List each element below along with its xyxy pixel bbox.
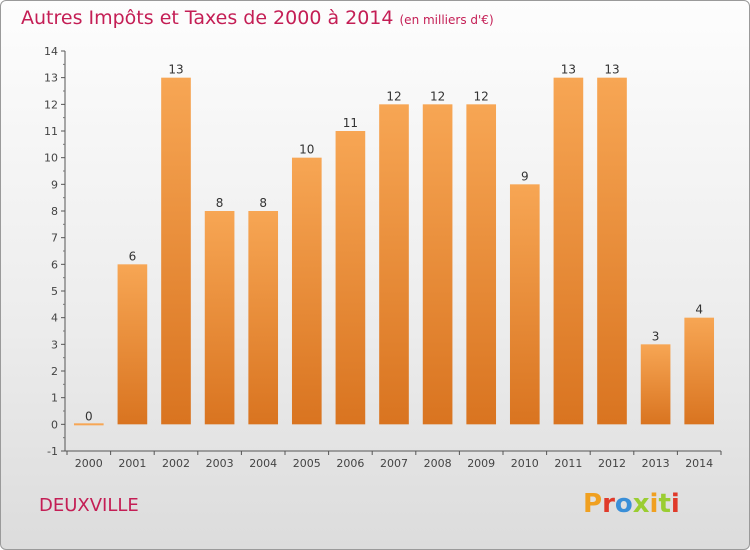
city-name: DEUXVILLE — [39, 495, 139, 516]
logo-letter: o — [614, 489, 633, 519]
logo-letter: t — [658, 489, 671, 519]
y-tick-label: 14 — [44, 45, 58, 58]
x-tick-label: 2001 — [118, 457, 146, 470]
proxiti-logo[interactable]: Proxiti — [583, 489, 680, 519]
x-tick-label: 2003 — [206, 457, 234, 470]
y-tick-label: 9 — [51, 178, 58, 191]
y-tick-label: 4 — [51, 312, 58, 325]
logo-letter: i — [670, 489, 680, 519]
y-tick-label: 1 — [51, 392, 58, 405]
bar — [291, 157, 322, 425]
data-label: 6 — [129, 249, 137, 263]
bar — [553, 77, 584, 425]
y-tick-label: 12 — [44, 98, 58, 111]
x-tick-label: 2008 — [424, 457, 452, 470]
bar — [422, 104, 453, 425]
x-tick-label: 2010 — [511, 457, 539, 470]
logo-letter: i — [649, 489, 659, 519]
chart-title: Autres Impôts et Taxes de 2000 à 2014 (en… — [21, 7, 494, 29]
x-tick-label: 2002 — [162, 457, 190, 470]
y-tick-label: 0 — [51, 418, 58, 431]
chart-subtitle: (en milliers d'€) — [399, 13, 494, 27]
x-tick-label: 2005 — [293, 457, 321, 470]
bar — [684, 317, 715, 425]
data-label: 4 — [695, 303, 703, 317]
data-label: 12 — [386, 89, 401, 103]
x-tick-label: 2012 — [598, 457, 626, 470]
x-tick-label: 2004 — [249, 457, 277, 470]
y-tick-label: 10 — [44, 152, 58, 165]
y-tick-label: 13 — [44, 72, 58, 85]
bar — [161, 77, 191, 425]
data-label: 13 — [561, 63, 576, 77]
y-tick-label: 3 — [51, 338, 58, 351]
y-tick-label: 6 — [51, 258, 58, 271]
logo-letter: r — [602, 489, 615, 519]
x-tick-label: 2013 — [642, 457, 670, 470]
data-label: 8 — [216, 196, 224, 210]
bar — [117, 264, 148, 425]
y-tick-label: 7 — [51, 232, 58, 245]
chart-title-text: Autres Impôts et Taxes de 2000 à 2014 — [21, 7, 394, 29]
logo-letter: x — [632, 489, 650, 519]
bars — [73, 77, 715, 426]
data-label: 3 — [652, 329, 660, 343]
data-label: 12 — [474, 89, 489, 103]
bar — [466, 104, 497, 425]
logo-letter: P — [583, 489, 603, 519]
y-tick-label: -1 — [47, 445, 58, 458]
data-label: 12 — [430, 89, 445, 103]
data-label: 9 — [521, 169, 529, 183]
data-label: 13 — [604, 63, 619, 77]
data-label: 10 — [299, 143, 314, 157]
bar — [509, 184, 540, 425]
x-tick-label: 2011 — [554, 457, 582, 470]
bar — [640, 344, 671, 425]
x-tick-label: 2009 — [467, 457, 495, 470]
bar — [597, 77, 627, 425]
bar — [379, 104, 409, 425]
x-axis: 2000 2001 2002 2003 2004 2005 2006 2007 2008 2009… — [65, 450, 722, 470]
y-tick-label: 2 — [51, 365, 58, 378]
bar — [248, 211, 279, 425]
data-labels: 0 6 13 8 8 10 11 12 12 12 9 13 13 3 4 — [85, 63, 703, 424]
y-tick-label: 5 — [51, 285, 58, 298]
y-tick-label: 11 — [44, 125, 58, 138]
x-tick-label: 2007 — [380, 457, 408, 470]
bar — [73, 423, 104, 426]
data-label: 11 — [343, 116, 358, 130]
y-tick-label: 8 — [51, 205, 58, 218]
bar — [204, 211, 235, 425]
x-tick-label: 2000 — [75, 457, 103, 470]
bar — [335, 131, 366, 425]
x-tick-label: 2014 — [685, 457, 713, 470]
x-tick-label: 2006 — [336, 457, 364, 470]
data-label: 0 — [85, 409, 93, 423]
data-label: 8 — [259, 196, 267, 210]
data-label: 13 — [168, 63, 183, 77]
